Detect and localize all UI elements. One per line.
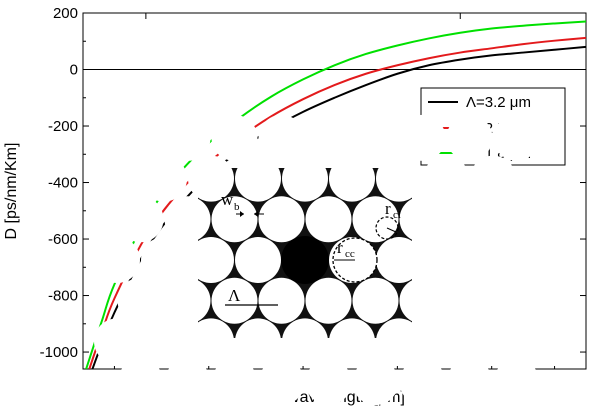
rcl-label-sub: cl (393, 209, 401, 221)
cladding-hole (258, 114, 305, 161)
inset-lattice (94, 114, 540, 406)
cladding-hole (164, 114, 211, 161)
cladding-hole (399, 277, 446, 324)
cladding-hole (258, 196, 305, 243)
cladding-hole (470, 155, 516, 202)
legend-label-0: Λ=3.2 μm (466, 94, 531, 111)
cladding-hole (141, 155, 187, 202)
series-line-0 (91, 45, 586, 369)
cladding-hole (164, 359, 211, 406)
cladding-hole (258, 359, 305, 406)
wb-arrowhead-right (254, 211, 258, 217)
y-tick-label: -200 (48, 118, 78, 135)
cladding-hole (94, 237, 140, 283)
cladding-hole (94, 155, 140, 202)
cladding-hole (423, 318, 469, 365)
cladding-hole (376, 237, 422, 283)
y-tick-label: 0 (70, 62, 78, 79)
y-tick-label: -600 (48, 231, 78, 248)
rcl-radius (386, 227, 397, 233)
cladding-hole (446, 196, 493, 243)
cladding-hole (258, 277, 305, 324)
cladding-hole (399, 359, 446, 406)
cladding-hole (141, 318, 187, 365)
cladding-hole (352, 196, 399, 243)
cladding-hole (493, 114, 540, 161)
cladding-hole (211, 359, 258, 406)
cladding-hole (117, 196, 164, 243)
cladding-hole (493, 196, 540, 243)
y-tick-label: -400 (48, 175, 78, 192)
cladding-hole (117, 114, 164, 161)
cladding-hole (446, 114, 493, 161)
cladding-hole (305, 114, 352, 161)
cladding-hole (211, 196, 258, 243)
y-axis-label: D [ps/nm/Km] (3, 143, 20, 240)
cladding-hole (141, 237, 187, 283)
lambda-label: Λ (228, 286, 241, 305)
y-axis-ticks: 200 0 -200 -400 -600 -800 -1000 (40, 5, 586, 361)
cladding-hole (235, 318, 281, 365)
cladding-hole (446, 359, 493, 406)
cladding-hole (493, 277, 540, 324)
rcl-circle (375, 216, 399, 240)
cladding-hole (94, 318, 140, 365)
rcc-label: r (337, 238, 343, 257)
cladding-hole (305, 359, 352, 406)
cladding-hole (399, 196, 446, 243)
y-tick-label: -800 (48, 288, 78, 305)
rcc-label-sub: cc (345, 248, 355, 260)
cladding-hole (470, 237, 516, 283)
cladding-hole (329, 155, 375, 202)
cladding-hole (188, 237, 234, 283)
fiber-cross-section-inset: w b r cl r cc Λ (94, 114, 540, 406)
cladding-hole (282, 318, 328, 365)
cladding-hole (470, 318, 516, 365)
cladding-hole (423, 155, 469, 202)
cladding-hole (352, 277, 399, 324)
cladding-hole (117, 359, 164, 406)
cladding-hole (235, 237, 281, 283)
cladding-hole (446, 277, 493, 324)
cladding-hole (352, 114, 399, 161)
cladding-hole (282, 155, 328, 202)
fiber-core (281, 236, 329, 284)
cladding-hole (329, 318, 375, 365)
cladding-hole (164, 196, 211, 243)
cladding-hole (423, 237, 469, 283)
y-tick-label: -1000 (40, 344, 78, 361)
cladding-hole (352, 359, 399, 406)
cladding-hole (164, 277, 211, 324)
cladding-hole (188, 155, 234, 202)
cladding-hole (305, 277, 352, 324)
cladding-hole (235, 155, 281, 202)
rcl-label: r (385, 199, 391, 218)
cladding-hole (376, 155, 422, 202)
cladding-hole (376, 318, 422, 365)
series-line-1 (88, 36, 586, 369)
cladding-hole (211, 114, 258, 161)
y-tick-label: 200 (53, 5, 78, 22)
wb-arrowhead-left (240, 211, 244, 217)
wb-label: w (221, 190, 234, 209)
wb-label-sub: b (234, 201, 240, 213)
cladding-hole (399, 114, 446, 161)
cladding-hole (117, 277, 164, 324)
cladding-hole (493, 359, 540, 406)
cladding-hole (305, 196, 352, 243)
cladding-hole (188, 318, 234, 365)
cladding-hole (211, 277, 258, 324)
legend: Λ=3.2 μm Λ=2.5 μm Λ=1.8 μm (420, 87, 566, 166)
